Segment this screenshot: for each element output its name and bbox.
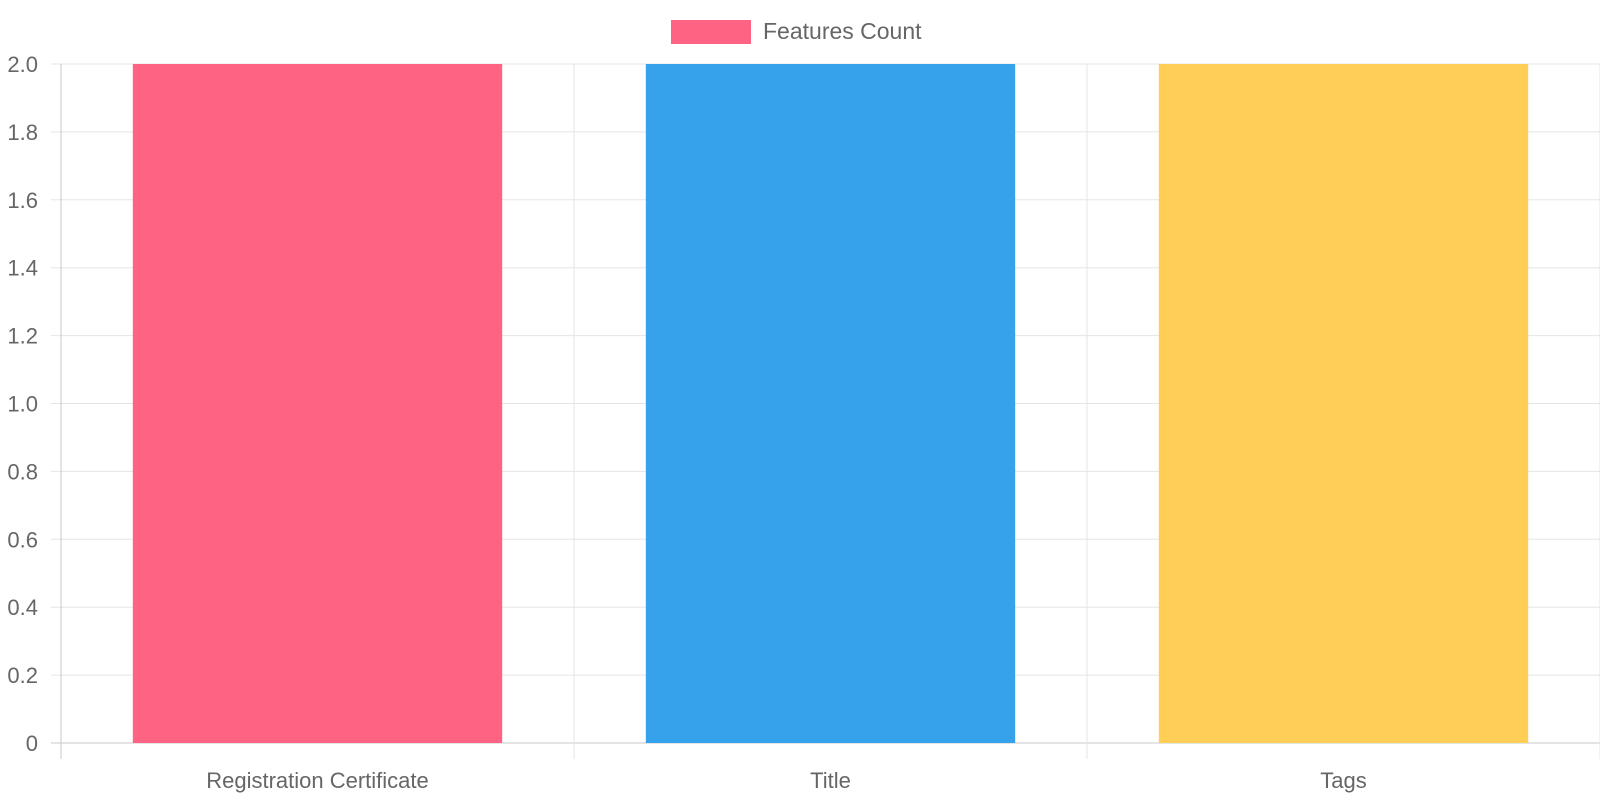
y-tick-label: 1.0 (7, 392, 38, 417)
y-tick-label: 0.2 (7, 663, 38, 688)
bar[interactable] (1158, 64, 1529, 743)
legend-label[interactable]: Features Count (763, 18, 922, 44)
y-tick-label: 0.4 (7, 595, 38, 620)
axes: 0 0.2 0.4 0.6 0.8 1.0 1.2 1.4 1.6 1.8 2.0 Registrat… (7, 52, 1366, 793)
y-tick-label: 0 (26, 731, 38, 756)
y-tick-label: 1.6 (7, 188, 38, 213)
y-tick-label: 0.6 (7, 527, 38, 552)
y-tick-label: 1.2 (7, 324, 38, 349)
legend[interactable]: Features Count (671, 18, 922, 44)
bars (132, 64, 1529, 743)
y-tick-label: 2.0 (7, 52, 38, 77)
x-tick-label: Tags (1320, 768, 1366, 793)
y-tick-label: 1.8 (7, 120, 38, 145)
y-tick-label: 1.4 (7, 256, 38, 281)
bar[interactable] (132, 64, 503, 743)
bar[interactable] (645, 64, 1016, 743)
y-tick-label: 0.8 (7, 459, 38, 484)
legend-swatch[interactable] (671, 20, 751, 44)
x-tick-label: Title (810, 768, 851, 793)
x-tick-label: Registration Certificate (206, 768, 429, 793)
